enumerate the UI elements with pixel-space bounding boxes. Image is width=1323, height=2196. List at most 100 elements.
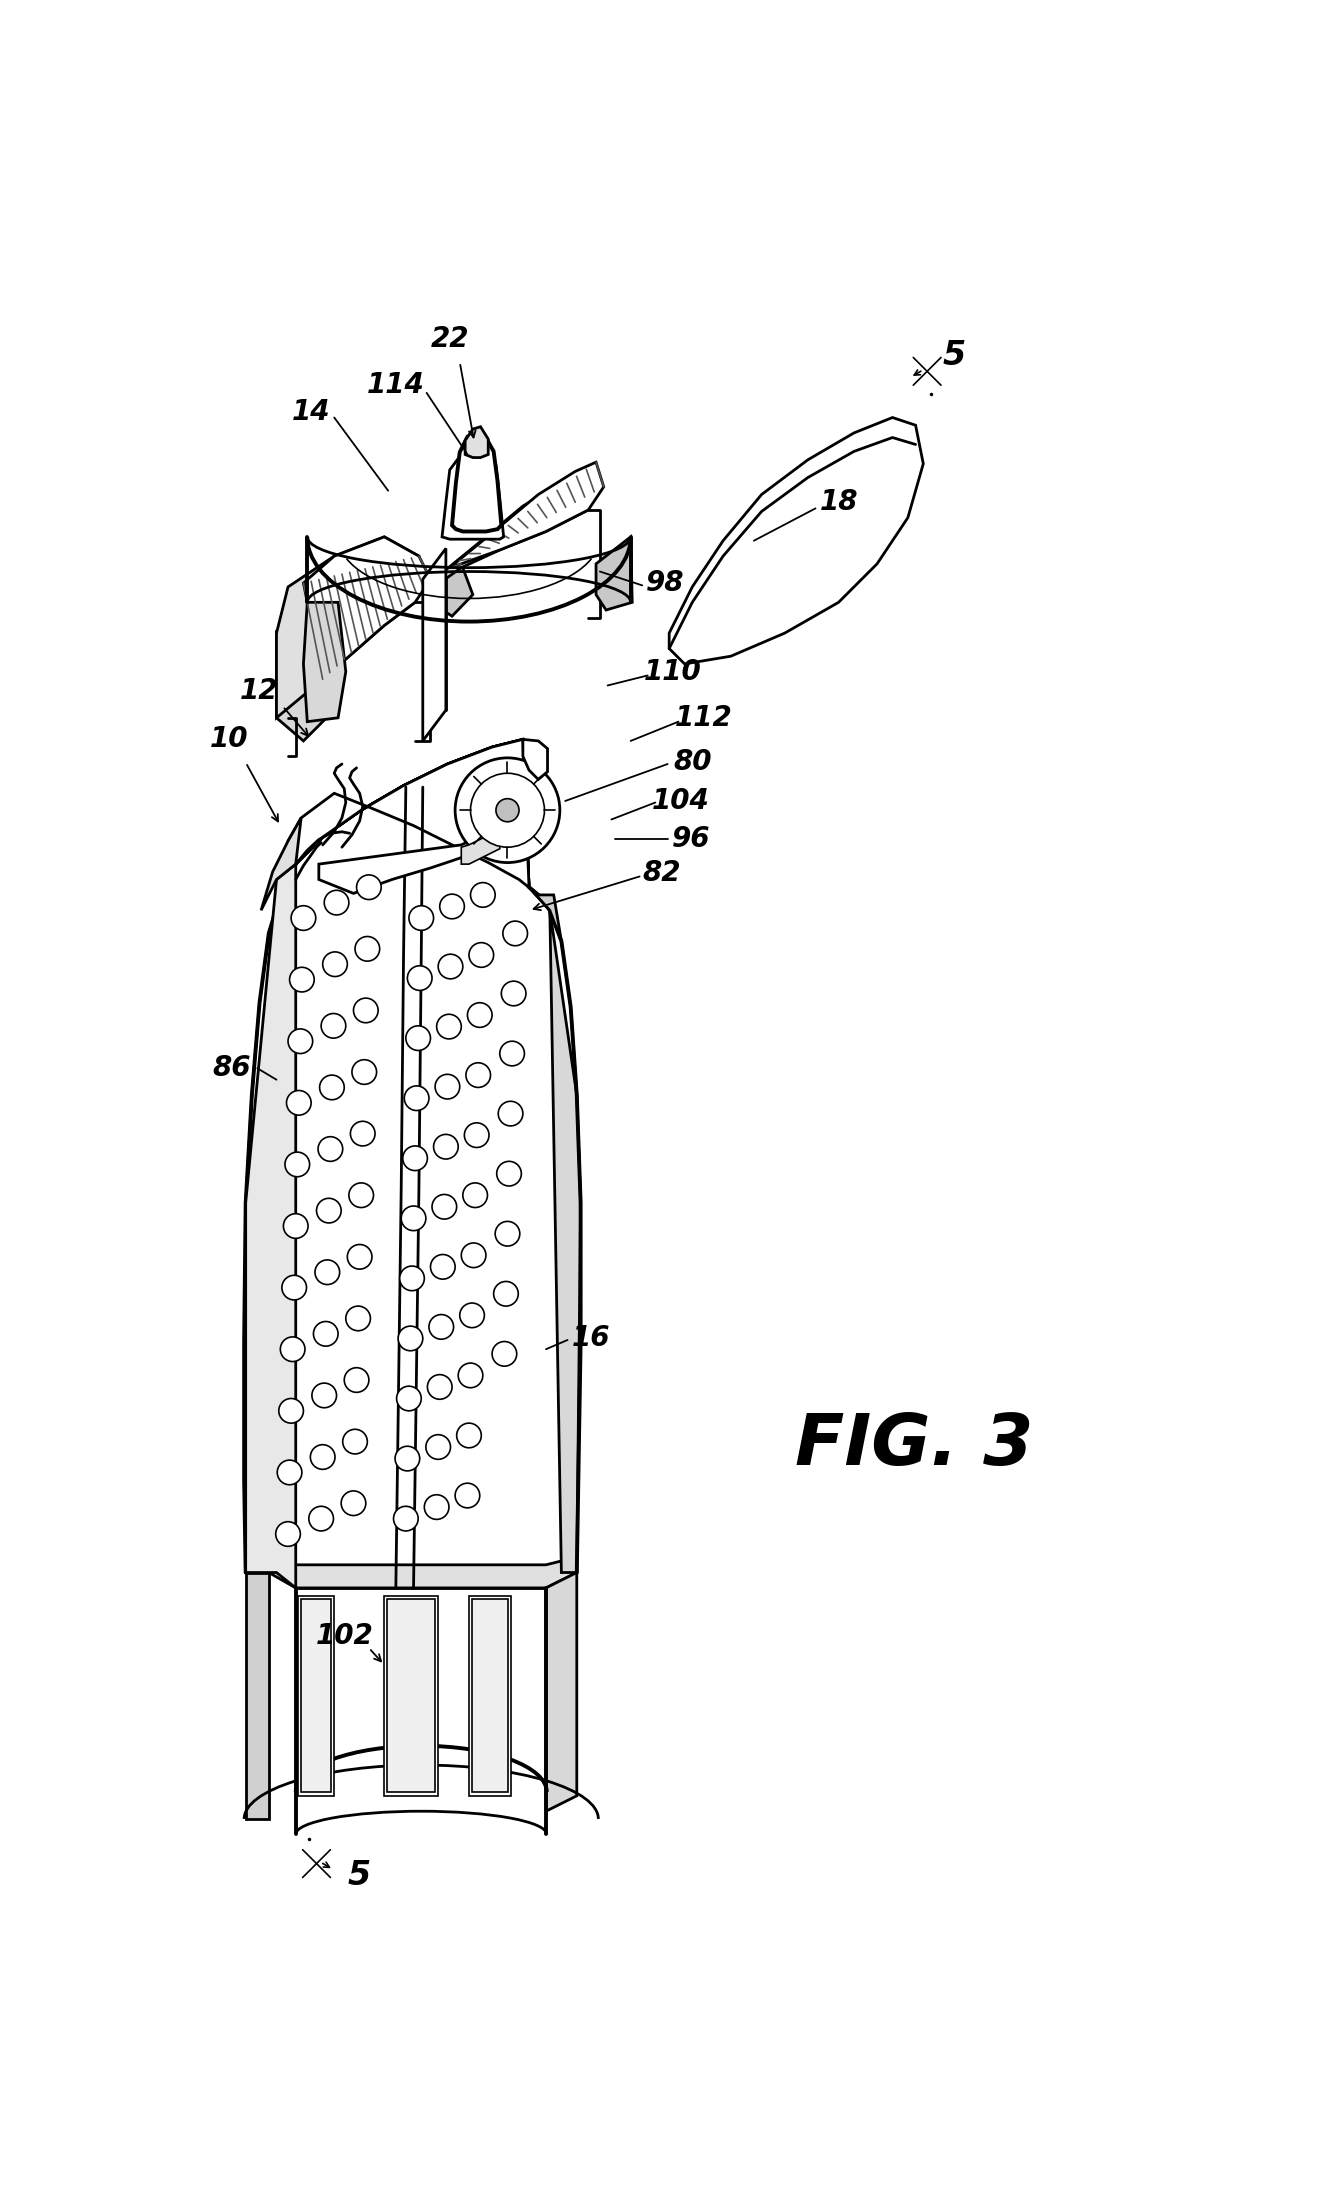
Circle shape bbox=[455, 1482, 480, 1509]
Circle shape bbox=[341, 1491, 365, 1515]
Circle shape bbox=[501, 982, 527, 1006]
Circle shape bbox=[291, 905, 316, 931]
Circle shape bbox=[467, 1004, 492, 1028]
Text: 14: 14 bbox=[292, 397, 331, 426]
Polygon shape bbox=[669, 417, 923, 663]
Circle shape bbox=[308, 1506, 333, 1531]
Circle shape bbox=[321, 1015, 345, 1039]
Text: FIG. 3: FIG. 3 bbox=[795, 1412, 1033, 1480]
Polygon shape bbox=[388, 1599, 435, 1792]
Circle shape bbox=[290, 966, 315, 993]
Circle shape bbox=[278, 1460, 302, 1484]
Text: 82: 82 bbox=[642, 859, 681, 887]
Circle shape bbox=[425, 1495, 448, 1520]
Polygon shape bbox=[384, 1596, 438, 1796]
Polygon shape bbox=[302, 1599, 331, 1792]
Text: 86: 86 bbox=[213, 1054, 251, 1083]
Circle shape bbox=[434, 1135, 458, 1159]
Circle shape bbox=[492, 1342, 517, 1366]
Circle shape bbox=[499, 1100, 523, 1127]
Polygon shape bbox=[450, 461, 603, 569]
Polygon shape bbox=[546, 1572, 577, 1812]
Circle shape bbox=[471, 883, 495, 907]
Circle shape bbox=[287, 1091, 311, 1116]
Polygon shape bbox=[529, 887, 561, 942]
Circle shape bbox=[353, 999, 378, 1023]
Circle shape bbox=[400, 1267, 425, 1291]
Circle shape bbox=[398, 1326, 423, 1351]
Circle shape bbox=[393, 1506, 418, 1531]
Polygon shape bbox=[462, 832, 500, 863]
Polygon shape bbox=[529, 887, 581, 1572]
Polygon shape bbox=[319, 824, 508, 894]
Circle shape bbox=[311, 1445, 335, 1469]
Circle shape bbox=[435, 1074, 460, 1098]
Polygon shape bbox=[269, 1557, 577, 1588]
Circle shape bbox=[496, 1162, 521, 1186]
Text: 102: 102 bbox=[315, 1621, 373, 1649]
Polygon shape bbox=[303, 602, 345, 722]
Circle shape bbox=[405, 1085, 429, 1111]
Circle shape bbox=[396, 1447, 419, 1471]
Circle shape bbox=[496, 799, 519, 821]
Circle shape bbox=[503, 920, 528, 946]
Text: 80: 80 bbox=[673, 749, 712, 777]
Text: 114: 114 bbox=[366, 371, 425, 400]
Circle shape bbox=[324, 889, 349, 916]
Circle shape bbox=[280, 1337, 306, 1362]
Circle shape bbox=[433, 1195, 456, 1219]
Circle shape bbox=[314, 1322, 339, 1346]
Circle shape bbox=[316, 1199, 341, 1223]
Circle shape bbox=[357, 874, 381, 900]
Circle shape bbox=[279, 1399, 303, 1423]
Circle shape bbox=[439, 894, 464, 918]
Polygon shape bbox=[298, 1596, 335, 1796]
Circle shape bbox=[349, 1184, 373, 1208]
Polygon shape bbox=[468, 1596, 511, 1796]
Polygon shape bbox=[423, 549, 446, 740]
Text: 10: 10 bbox=[209, 725, 247, 753]
Text: 5: 5 bbox=[347, 1858, 370, 1891]
Circle shape bbox=[345, 1307, 370, 1331]
Circle shape bbox=[495, 1221, 520, 1245]
Circle shape bbox=[351, 1122, 374, 1146]
Circle shape bbox=[456, 1423, 482, 1447]
Polygon shape bbox=[277, 632, 335, 740]
Circle shape bbox=[462, 1243, 486, 1267]
Polygon shape bbox=[246, 863, 296, 1588]
Circle shape bbox=[455, 758, 560, 863]
Circle shape bbox=[275, 1522, 300, 1546]
Circle shape bbox=[430, 1254, 455, 1278]
Text: 22: 22 bbox=[430, 325, 468, 354]
Circle shape bbox=[471, 773, 545, 848]
Circle shape bbox=[493, 1282, 519, 1307]
Text: 98: 98 bbox=[646, 569, 684, 597]
Circle shape bbox=[288, 1030, 312, 1054]
Circle shape bbox=[320, 1076, 344, 1100]
Circle shape bbox=[427, 1375, 452, 1399]
Text: 110: 110 bbox=[644, 657, 703, 685]
Circle shape bbox=[348, 1245, 372, 1269]
Circle shape bbox=[352, 1061, 377, 1085]
Text: 104: 104 bbox=[652, 786, 709, 815]
Circle shape bbox=[407, 966, 433, 990]
Polygon shape bbox=[246, 740, 581, 1342]
Polygon shape bbox=[303, 536, 430, 679]
Text: 5: 5 bbox=[942, 340, 966, 373]
Polygon shape bbox=[466, 426, 488, 457]
Circle shape bbox=[464, 1122, 490, 1149]
Text: 12: 12 bbox=[241, 676, 279, 705]
Circle shape bbox=[468, 942, 493, 966]
Polygon shape bbox=[277, 536, 419, 718]
Circle shape bbox=[460, 1302, 484, 1329]
Circle shape bbox=[406, 1026, 430, 1050]
Circle shape bbox=[282, 1276, 307, 1300]
Polygon shape bbox=[472, 1599, 508, 1792]
Circle shape bbox=[437, 1015, 462, 1039]
Text: 112: 112 bbox=[675, 705, 733, 731]
Polygon shape bbox=[288, 740, 550, 911]
Polygon shape bbox=[261, 817, 302, 911]
Polygon shape bbox=[434, 483, 589, 586]
Circle shape bbox=[284, 1153, 310, 1177]
Circle shape bbox=[429, 1315, 454, 1340]
